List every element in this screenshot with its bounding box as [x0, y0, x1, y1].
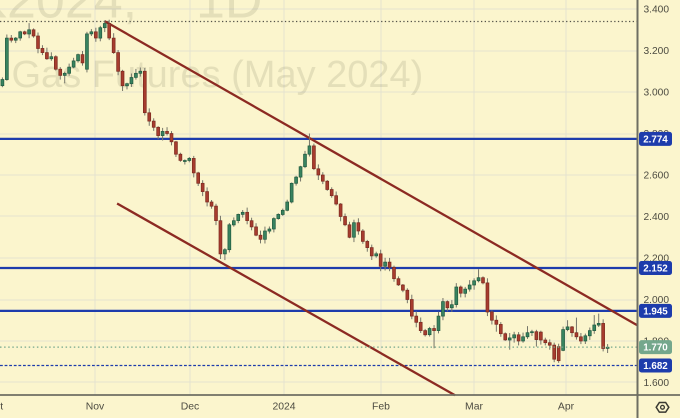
svg-text:Oct: Oct — [0, 401, 3, 412]
svg-text:Mar: Mar — [465, 401, 483, 412]
svg-text:1.945: 1.945 — [643, 307, 668, 318]
svg-text:2.400: 2.400 — [644, 212, 670, 223]
svg-text:2024: 2024 — [272, 401, 295, 412]
svg-text:2.200: 2.200 — [644, 254, 670, 265]
svg-text:Feb: Feb — [372, 401, 390, 412]
svg-text:2.774: 2.774 — [643, 135, 668, 146]
svg-text:3.000: 3.000 — [644, 88, 670, 99]
svg-text:1.682: 1.682 — [643, 361, 668, 372]
svg-text:3.400: 3.400 — [644, 5, 670, 16]
svg-text:1D: 1D — [196, 0, 262, 30]
svg-text:1.600: 1.600 — [644, 378, 670, 389]
svg-text:Dec: Dec — [181, 401, 199, 412]
svg-text:Nov: Nov — [86, 401, 105, 412]
svg-text:2.600: 2.600 — [644, 171, 670, 182]
svg-text:2.000: 2.000 — [644, 295, 670, 306]
svg-text:1.770: 1.770 — [643, 343, 668, 354]
svg-text:Apr: Apr — [558, 401, 575, 412]
svg-text:2.152: 2.152 — [643, 264, 668, 275]
svg-text:NGK2024,: NGK2024, — [0, 0, 137, 30]
svg-text:3.200: 3.200 — [644, 46, 670, 57]
svg-text:Gas Futures (May 2024): Gas Futures (May 2024) — [12, 54, 424, 96]
